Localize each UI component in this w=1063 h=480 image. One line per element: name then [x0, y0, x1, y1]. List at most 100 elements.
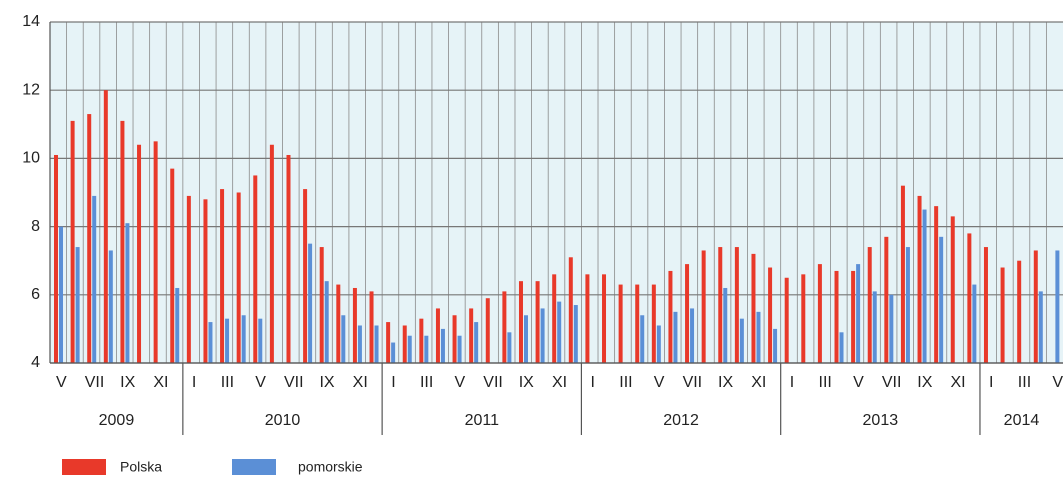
- bar: [153, 141, 158, 363]
- x-tick-label: I: [192, 374, 196, 391]
- x-tick-label: IX: [120, 374, 135, 391]
- bar: [801, 274, 806, 363]
- x-tick-label: I: [790, 374, 794, 391]
- year-label: 2012: [663, 412, 699, 429]
- x-tick-label: VII: [483, 374, 503, 391]
- bar: [872, 291, 877, 363]
- bar: [768, 267, 773, 363]
- bar: [668, 270, 673, 363]
- bar: [75, 247, 80, 363]
- bar: [618, 284, 623, 363]
- bar: [784, 277, 789, 363]
- bar: [950, 216, 955, 363]
- bar: [269, 144, 274, 363]
- bar: [324, 281, 329, 363]
- x-tick-label: I: [590, 374, 594, 391]
- bar: [773, 328, 778, 363]
- bar: [972, 284, 977, 363]
- x-tick-label: IX: [917, 374, 932, 391]
- bar: [701, 250, 706, 363]
- legend-swatch: [62, 459, 106, 475]
- bar: [386, 322, 391, 363]
- x-tick-label: V: [654, 374, 665, 391]
- bar: [440, 328, 445, 363]
- legend-label: Polska: [120, 459, 162, 475]
- x-tick-label: XI: [552, 374, 567, 391]
- bar: [419, 318, 424, 363]
- bar: [236, 192, 241, 363]
- bar: [352, 287, 357, 363]
- bar: [839, 332, 844, 363]
- bar: [723, 287, 728, 363]
- bar: [834, 270, 839, 363]
- bar: [602, 274, 607, 363]
- bar: [369, 291, 374, 363]
- bar: [900, 185, 905, 363]
- bar: [253, 175, 258, 363]
- legend-label: pomorskie: [298, 459, 363, 475]
- bar: [518, 281, 523, 363]
- bar: [341, 315, 346, 363]
- x-tick-label: V: [853, 374, 864, 391]
- y-tick-label: 14: [22, 13, 40, 30]
- x-tick-label: I: [989, 374, 993, 391]
- x-tick-label: V: [56, 374, 67, 391]
- x-tick-label: III: [619, 374, 632, 391]
- bar: [54, 154, 58, 363]
- bar: [125, 223, 130, 363]
- x-tick-label: VII: [882, 374, 902, 391]
- bar: [319, 247, 324, 363]
- bar: [1033, 250, 1038, 363]
- bar: [435, 308, 440, 363]
- bar: [540, 308, 545, 363]
- bar: [175, 287, 180, 363]
- bar: [922, 209, 927, 363]
- bar: [103, 90, 108, 363]
- bar: [452, 315, 457, 363]
- bar: [474, 322, 479, 363]
- bar: [70, 120, 75, 363]
- x-tick-label: V: [255, 374, 266, 391]
- bar: [286, 154, 291, 363]
- bar: [685, 264, 690, 363]
- bar: [507, 332, 512, 363]
- bar: [756, 311, 761, 363]
- y-tick-label: 4: [31, 354, 40, 371]
- x-tick-label: III: [420, 374, 433, 391]
- bar: [469, 308, 474, 363]
- bar: [690, 308, 695, 363]
- bar: [640, 315, 645, 363]
- bar: [751, 253, 756, 363]
- bar: [889, 294, 894, 363]
- y-tick-label: 6: [31, 286, 40, 303]
- bar: [585, 274, 590, 363]
- year-label: 2011: [465, 412, 500, 429]
- year-label: 2010: [265, 412, 301, 429]
- bar: [867, 247, 872, 363]
- bar: [934, 206, 939, 363]
- bar: [983, 247, 988, 363]
- bar: [739, 318, 744, 363]
- x-tick-label: XI: [950, 374, 965, 391]
- bar: [186, 195, 191, 363]
- x-tick-label: XI: [751, 374, 766, 391]
- bar: [523, 315, 528, 363]
- bar: [573, 305, 578, 363]
- bar: [336, 284, 341, 363]
- bar: [208, 322, 213, 363]
- bar: [734, 247, 739, 363]
- bar: [137, 144, 142, 363]
- bar: [357, 325, 362, 363]
- bar: [120, 120, 125, 363]
- bar: [87, 114, 92, 363]
- x-tick-label: IX: [319, 374, 334, 391]
- bar: [851, 270, 856, 363]
- bar: [917, 195, 922, 363]
- bar: [817, 264, 822, 363]
- bar: [220, 189, 225, 363]
- bar: [308, 243, 313, 363]
- x-tick-label: III: [221, 374, 234, 391]
- bar: [241, 315, 246, 363]
- bar: [92, 195, 97, 363]
- bar: [203, 199, 208, 363]
